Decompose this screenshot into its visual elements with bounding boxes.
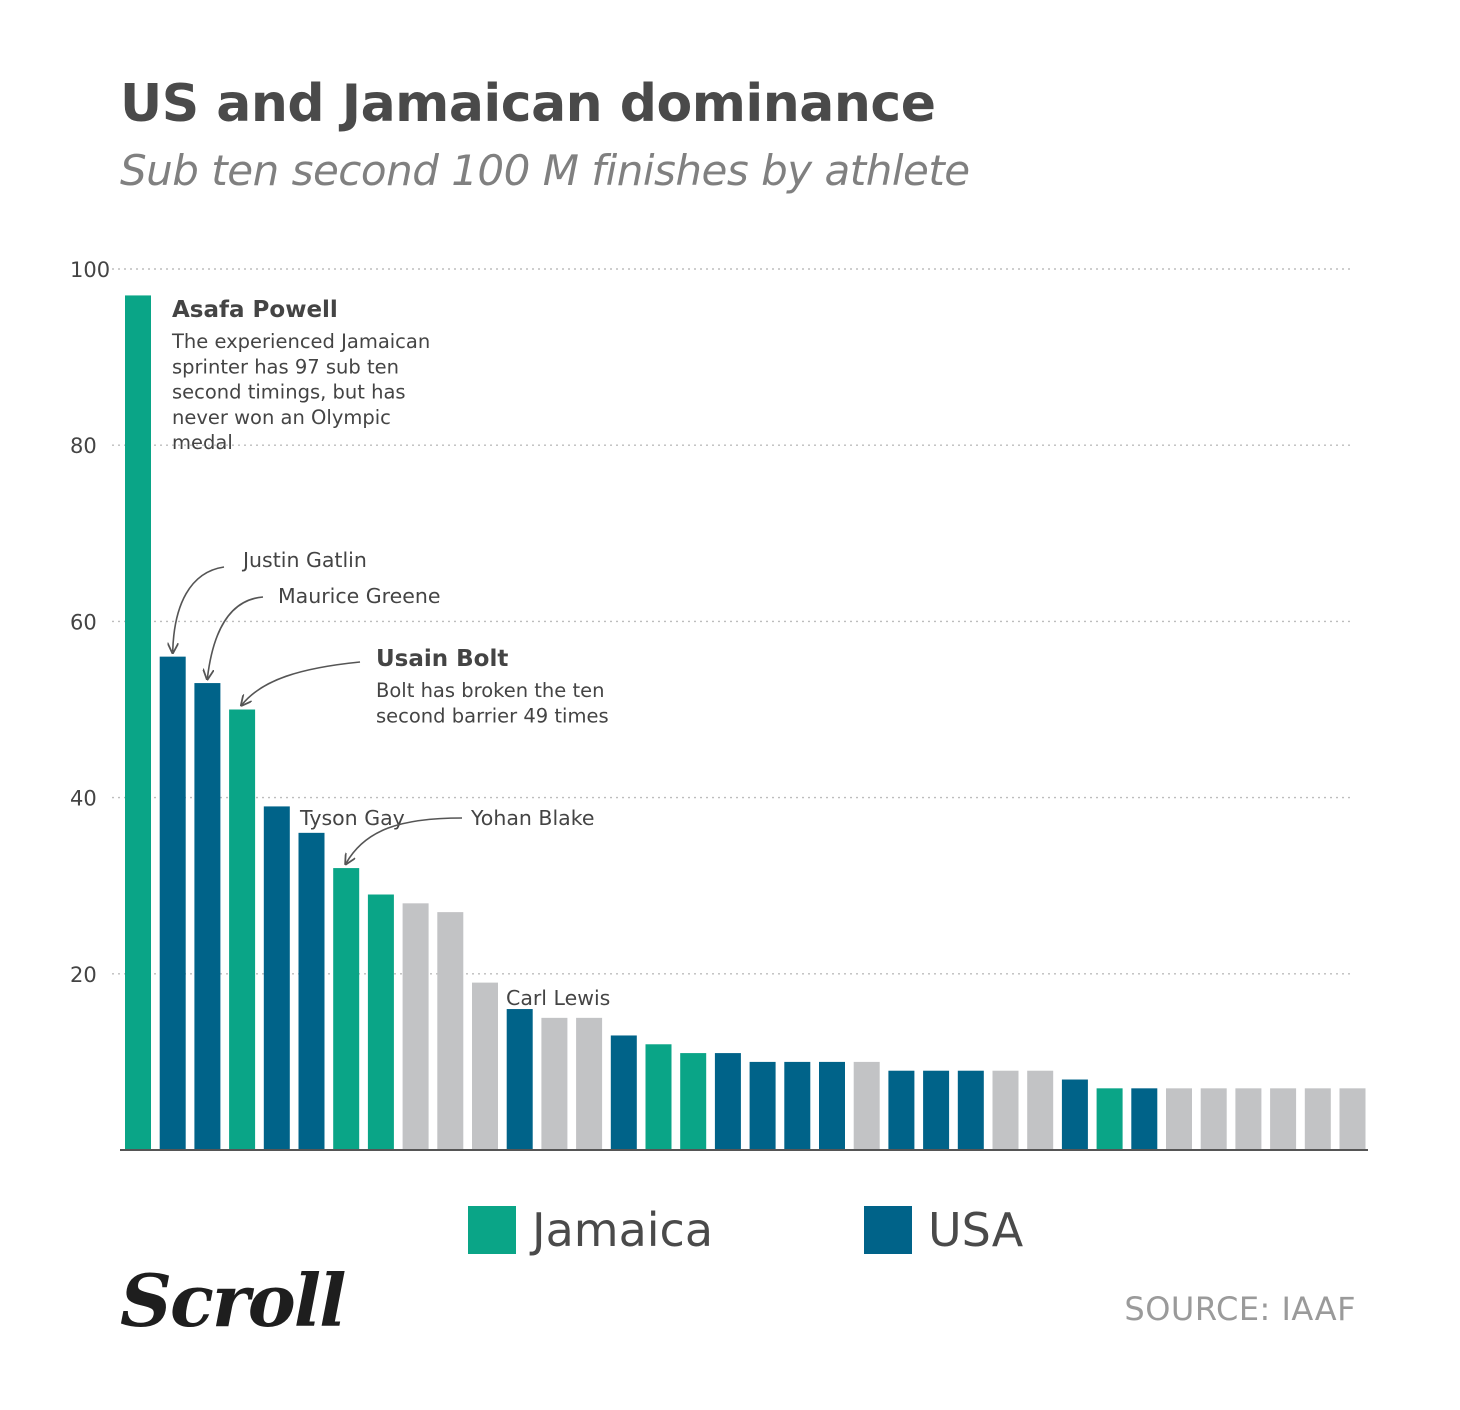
annotation-note-line: second timings, but has (172, 381, 406, 404)
y-tick-label: 60 (70, 610, 97, 634)
legend-usa: USA (864, 1204, 1023, 1256)
bar-30 (1131, 1088, 1158, 1150)
bar-25 (957, 1070, 984, 1150)
annotation-arrow (207, 596, 264, 678)
bar-17 (680, 1053, 707, 1150)
legend-jamaica: Jamaica (468, 1204, 713, 1256)
bar-3 (194, 683, 221, 1150)
bar-22 (853, 1061, 880, 1150)
legend-swatch-usa (864, 1206, 912, 1254)
bar-14 (576, 1017, 603, 1150)
annotation-name: Maurice Greene (278, 584, 440, 608)
bar-2 (159, 656, 186, 1150)
bar-9 (402, 903, 429, 1150)
bar-34 (1270, 1088, 1297, 1150)
annotation-arrow (242, 661, 361, 705)
bar-35 (1304, 1088, 1331, 1150)
bar-7 (333, 868, 360, 1150)
bar-6 (298, 832, 325, 1150)
bar-24 (923, 1070, 950, 1150)
annotation-note-line: Bolt has broken the ten (376, 679, 605, 702)
bar-8 (367, 894, 394, 1150)
annotation-note-line: medal (172, 431, 233, 454)
bar-28 (1061, 1079, 1088, 1150)
annotation-name: Carl Lewis (506, 986, 610, 1010)
bar-20 (784, 1061, 811, 1150)
bar-13 (541, 1017, 568, 1150)
annotation-note-line: sprinter has 97 sub ten (172, 355, 399, 378)
bar-18 (714, 1053, 741, 1150)
bar-29 (1096, 1088, 1123, 1150)
annotation-note-line: never won an Olympic (172, 406, 391, 429)
bar-4 (229, 709, 256, 1150)
bar-21 (819, 1061, 845, 1150)
bar-1 (125, 295, 151, 1150)
bar-23 (888, 1070, 915, 1150)
chart-subtitle: Sub ten second 100 M finishes by athlete (120, 146, 970, 195)
chart-title: US and Jamaican dominance (120, 74, 936, 134)
annotation-name: Tyson Gay (299, 806, 405, 830)
legend-label-usa: USA (928, 1203, 1024, 1257)
bar-15 (610, 1035, 637, 1150)
bar-5 (263, 806, 290, 1150)
bar-19 (749, 1061, 776, 1150)
bar-11 (472, 982, 498, 1150)
legend-swatch-jamaica (468, 1206, 516, 1254)
bar-26 (992, 1070, 1019, 1150)
scroll-logo: Scroll (120, 1258, 346, 1343)
y-tick-label: 80 (70, 434, 97, 458)
y-tick-label: 100 (70, 258, 110, 282)
bar-31 (1166, 1088, 1192, 1150)
annotation-arrow (346, 817, 463, 863)
bar-chart: 20 40 60 80 100 Asafa Powell The experienced … (70, 258, 1368, 1151)
bar-10 (437, 912, 464, 1150)
annotation-name: Yohan Blake (470, 806, 594, 830)
bar-16 (645, 1044, 672, 1150)
bar-12 (506, 1009, 533, 1150)
source-credit: SOURCE: IAAF (1124, 1290, 1356, 1328)
bar-32 (1200, 1088, 1227, 1150)
y-tick-label: 20 (70, 963, 97, 987)
bar-36 (1339, 1088, 1366, 1150)
annotation-name: Justin Gatlin (241, 548, 367, 572)
bar-33 (1235, 1088, 1262, 1150)
annotation-arrow (173, 566, 225, 652)
bar-27 (1027, 1070, 1054, 1150)
annotation-name: Asafa Powell (172, 297, 338, 323)
annotation-note-line: The experienced Jamaican (171, 330, 430, 353)
legend-label-jamaica: Jamaica (532, 1203, 714, 1257)
annotation-note-line: second barrier 49 times (376, 704, 609, 727)
annotation-name: Usain Bolt (376, 646, 508, 672)
y-tick-label: 40 (70, 787, 97, 811)
